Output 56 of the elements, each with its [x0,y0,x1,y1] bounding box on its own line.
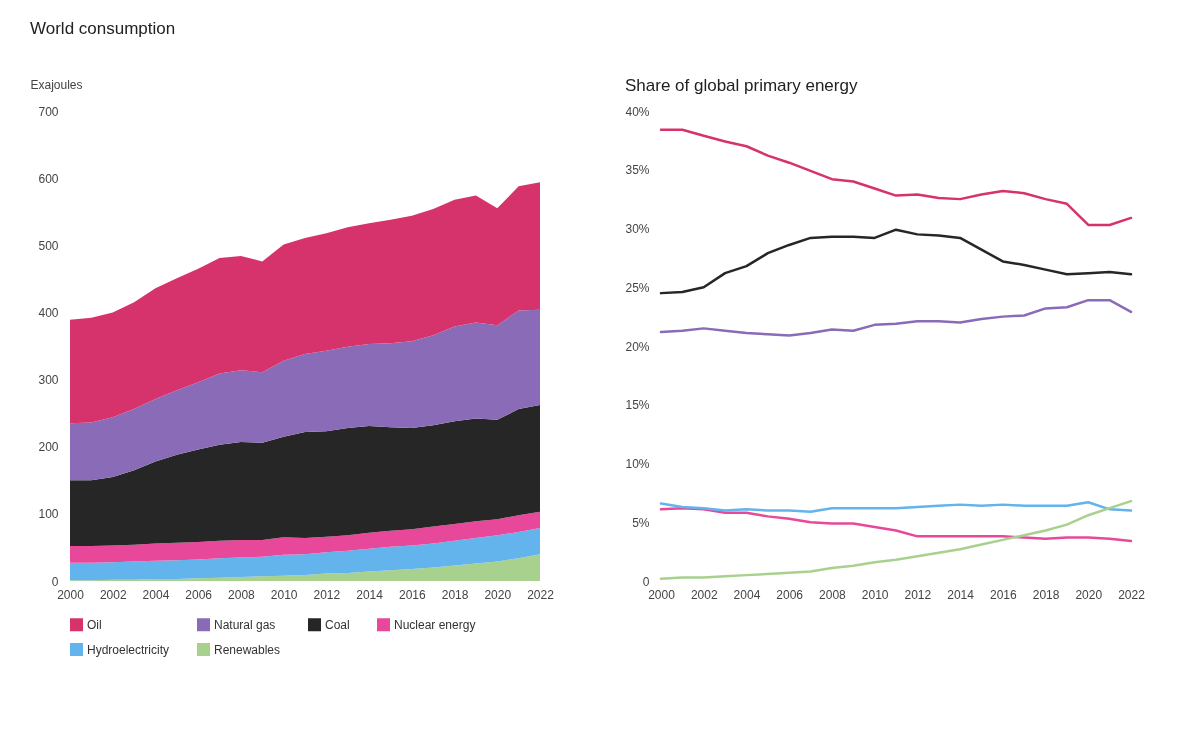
x-tick-label: 2022 [527,587,555,602]
legend-label: Coal [325,617,350,632]
x-tick-label: 2022 [1118,587,1146,602]
chart-title: Share of global primary energy [624,76,858,95]
y-tick-label: 40% [625,104,650,119]
legend-label: Oil [87,617,102,632]
line-series [659,501,1133,513]
x-tick-label: 2020 [484,587,512,602]
legend-label: Nuclear energy [394,617,476,632]
x-tick-label: 2010 [270,587,298,602]
legend-label: Renewables [214,642,281,657]
y-tick-label: 5% [632,515,650,530]
x-tick-label: 2016 [398,587,426,602]
y-tick-label: 25% [625,280,650,295]
x-tick-label: 2012 [904,587,932,602]
y-tick-label: 500 [38,238,59,253]
y-tick-label: 10% [625,457,650,471]
y-tick-label: 35% [625,163,650,178]
x-tick-label: 2020 [1075,587,1103,602]
y-tick-label: 200 [38,440,59,455]
y-tick-label: 100 [38,507,59,522]
x-tick-label: 2008 [228,587,256,602]
line-series [659,499,1133,580]
x-tick-label: 2004 [142,587,170,602]
line-series [659,506,1133,543]
y-tick-label: 20% [625,339,650,354]
x-tick-label: 2014 [947,587,975,602]
line-series [659,128,1133,227]
x-tick-label: 2006 [776,587,804,602]
x-tick-label: 2002 [99,587,127,602]
y-tick-label: 0 [51,574,59,589]
chart-title: World consumption [30,19,176,38]
line-series [659,298,1133,337]
x-tick-label: 2004 [733,587,761,602]
x-tick-label: 2016 [989,587,1017,602]
x-tick-label: 2010 [861,587,889,602]
x-tick-label: 2000 [648,587,676,602]
x-tick-label: 2006 [185,587,213,602]
x-tick-label: 2018 [1032,587,1060,602]
x-tick-label: 2012 [313,587,341,602]
legend-label: Hydroelectricity [87,642,170,657]
x-tick-label: 2002 [690,587,718,602]
x-tick-label: 2014 [356,587,384,602]
x-tick-label: 2018 [441,587,469,602]
line-series [659,228,1133,295]
y-tick-label: 15% [625,398,650,413]
y-tick-label: 700 [38,104,59,119]
legend-label: Natural gas [214,617,276,632]
x-tick-label: 2008 [819,587,847,602]
y-tick-label: 300 [38,373,59,388]
y-tick-label: 600 [38,171,59,186]
x-tick-label: 2000 [57,587,85,602]
y-tick-label: 30% [625,222,650,236]
y-tick-label: 400 [38,305,59,320]
y-axis-title: Exajoules [30,77,83,92]
y-tick-label: 0 [642,574,650,589]
